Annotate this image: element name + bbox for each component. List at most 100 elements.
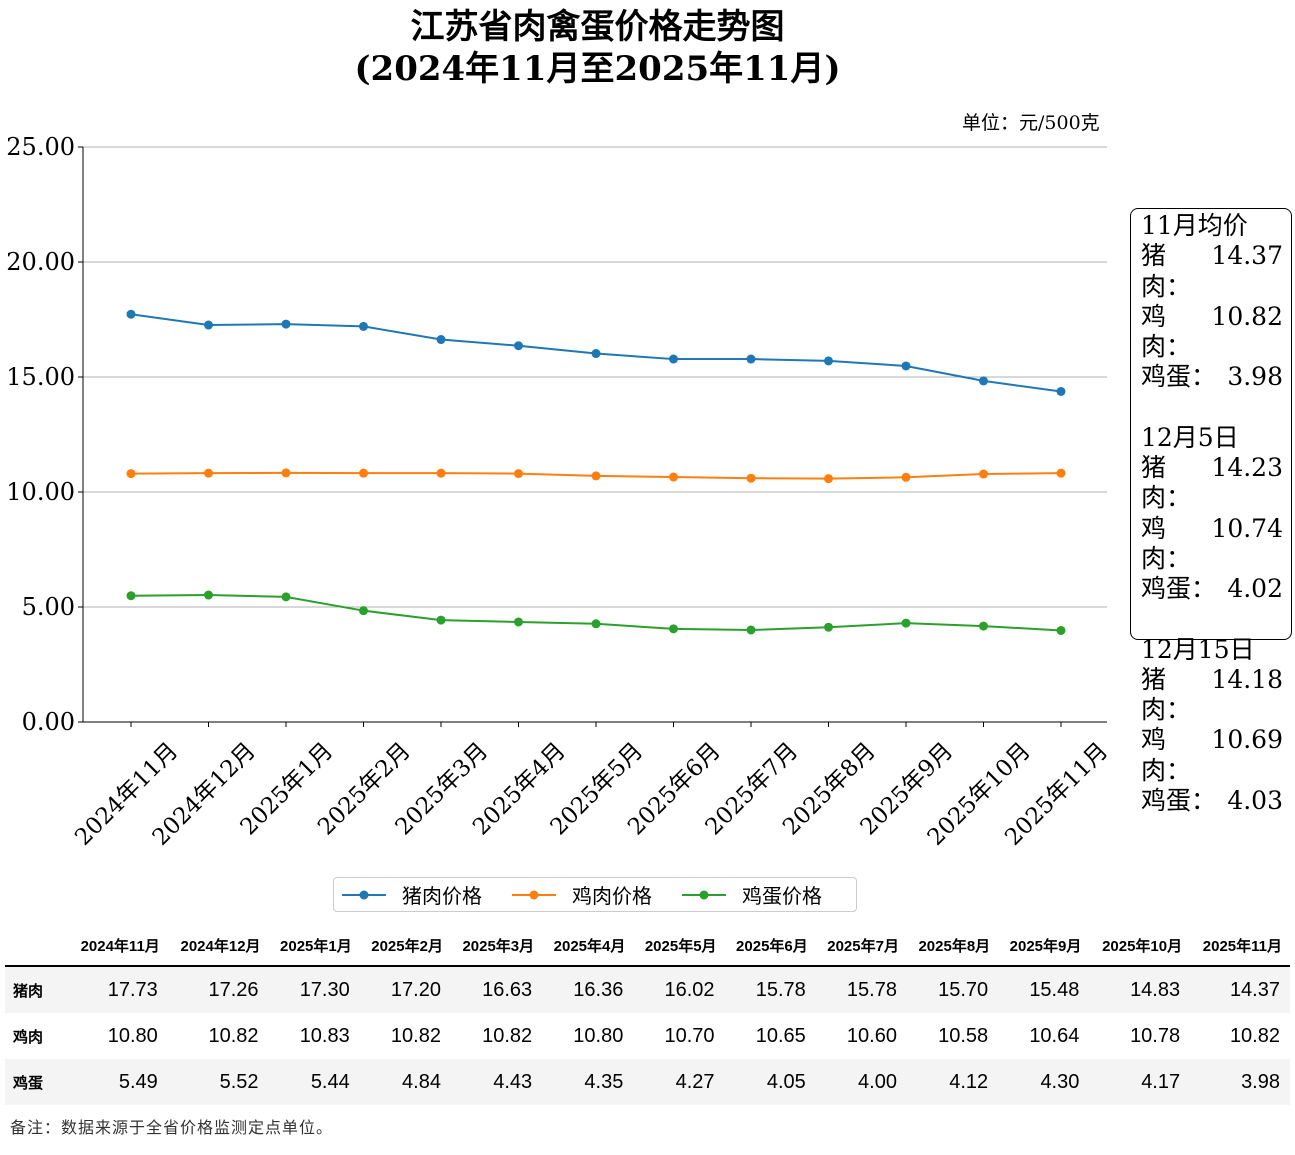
- table-cell: 16.63: [450, 966, 543, 1013]
- price-table: 2024年11月 2024年12月 2025年1月 2025年2月 2025年3月 202…: [5, 925, 1290, 1105]
- info-value: 14.23: [1211, 453, 1283, 483]
- table-cell: 10.78: [1130, 1024, 1181, 1047]
- table-cell: 4.05: [724, 1059, 816, 1105]
- info-row: 鸡蛋： 4.02: [1141, 574, 1283, 604]
- table-corner: [5, 925, 68, 967]
- info-label: 鸡蛋：: [1141, 786, 1217, 816]
- legend-item: 猪肉价格: [342, 880, 482, 909]
- data-point: [436, 468, 446, 478]
- info-row: 猪肉： 14.18: [1141, 665, 1283, 726]
- table-cell: 15.70: [906, 966, 999, 1013]
- info-label: 猪肉：: [1141, 241, 1192, 301]
- data-point: [979, 469, 988, 479]
- data-point: [824, 622, 833, 632]
- info-label: 鸡肉：: [1141, 301, 1192, 362]
- table-cell: 14.37: [1190, 966, 1290, 1013]
- data-point: [591, 619, 601, 629]
- table-cell: 10.82: [208, 1024, 259, 1047]
- data-point: [901, 361, 911, 371]
- table-cell: 10.64: [1029, 1024, 1080, 1047]
- legend-item: 鸡蛋价格: [682, 880, 822, 909]
- data-point: [824, 474, 833, 484]
- unit-label: 单位：元/500克: [962, 112, 1100, 134]
- data-point: [281, 319, 291, 329]
- legend-item: 鸡肉价格: [512, 880, 652, 909]
- info-row: 鸡肉： 10.82: [1141, 302, 1283, 363]
- table-cell: 10.58: [938, 1024, 989, 1047]
- table-cell: 4.35: [542, 1059, 634, 1105]
- spacer: [1141, 393, 1283, 423]
- table-cell: 4.43: [450, 1059, 543, 1105]
- table-cell: 15.78: [815, 966, 907, 1013]
- row-label: 鸡蛋: [5, 1059, 68, 1105]
- data-point: [359, 606, 368, 616]
- info-row: 鸡肉： 10.74: [1141, 514, 1283, 575]
- legend: 猪肉价格 鸡肉价格 鸡蛋价格: [333, 877, 857, 912]
- column-header: 2024年12月: [167, 925, 269, 967]
- data-point: [979, 621, 988, 631]
- table-cell: 10.80: [573, 1024, 624, 1047]
- table-cell: 4.00: [815, 1059, 907, 1105]
- table-cell: 5.52: [167, 1059, 269, 1105]
- data-point: [669, 472, 678, 482]
- table-cell: 10.82: [482, 1024, 533, 1047]
- column-header: 2025年9月: [998, 925, 1090, 967]
- table-row: 猪肉 17.73 17.26 17.30 17.20 16.63 16.36 16.02 15.…: [5, 966, 1290, 1013]
- data-point: [359, 468, 368, 478]
- data-point: [281, 592, 291, 602]
- data-point: [901, 472, 911, 482]
- row-label: 猪肉: [5, 966, 68, 1013]
- info-row: 鸡肉： 10.69: [1141, 725, 1283, 786]
- info-label: 鸡蛋：: [1141, 362, 1217, 392]
- data-point: [204, 320, 213, 330]
- table-cell: 10.82: [390, 1024, 441, 1047]
- info-heading: 11月均价: [1141, 211, 1248, 240]
- info-value: 14.37: [1211, 241, 1283, 271]
- legend-label: 猪肉价格: [402, 884, 482, 908]
- info-value: 10.82: [1211, 301, 1283, 331]
- data-point: [281, 468, 291, 478]
- column-header: 2025年11月: [1190, 925, 1290, 967]
- column-header: 2025年7月: [815, 925, 907, 967]
- data-point: [591, 349, 601, 359]
- table-cell: 17.20: [359, 966, 451, 1013]
- table-cell: 14.83: [1089, 966, 1191, 1013]
- y-tick-label: 5.00: [22, 593, 75, 621]
- y-tick-label: 15.00: [6, 363, 75, 391]
- info-label: 鸡蛋：: [1141, 574, 1217, 604]
- chart-title: 江苏省肉禽蛋价格走势图 (2024年11月至2025年11月): [0, 6, 1195, 90]
- table-cell: 17.30: [268, 966, 360, 1013]
- column-header: 2025年8月: [906, 925, 999, 967]
- legend-marker-icon: [342, 890, 386, 899]
- info-value: 10.74: [1211, 513, 1283, 543]
- column-header: 2025年2月: [359, 925, 451, 967]
- data-point: [669, 354, 678, 364]
- data-point: [204, 590, 213, 600]
- table-cell: 15.78: [724, 966, 816, 1013]
- price-info-box: 11月均价 猪肉： 14.37 鸡肉： 10.82 鸡蛋： 3.98 12月5日 猪肉： 14.2…: [1130, 208, 1292, 815]
- data-point: [746, 625, 756, 635]
- data-point: [126, 309, 136, 319]
- table-cell: 5.49: [68, 1059, 168, 1105]
- data-point: [514, 469, 523, 479]
- data-point: [436, 615, 446, 625]
- y-tick-label: 0.00: [22, 708, 75, 736]
- info-value: 4.03: [1227, 786, 1283, 816]
- table-cell: 3.98: [1190, 1059, 1290, 1105]
- info-label: 鸡肉：: [1141, 513, 1192, 573]
- info-value: 14.18: [1211, 664, 1283, 694]
- data-point: [901, 618, 911, 628]
- data-point: [436, 335, 446, 345]
- data-point: [514, 617, 523, 627]
- info-heading: 12月5日: [1141, 422, 1239, 452]
- legend-label: 鸡蛋价格: [742, 884, 822, 908]
- table-cell: 17.73: [68, 966, 168, 1013]
- info-row: 鸡蛋： 4.03: [1141, 786, 1283, 816]
- y-tick-label: 10.00: [6, 478, 75, 506]
- info-row: 猪肉： 14.37: [1141, 241, 1283, 302]
- info-value: 4.02: [1227, 574, 1283, 604]
- data-point: [1056, 386, 1066, 396]
- title-line-1: 江苏省肉禽蛋价格走势图: [410, 7, 785, 47]
- data-point: [824, 356, 833, 366]
- column-header: 2025年5月: [633, 925, 725, 967]
